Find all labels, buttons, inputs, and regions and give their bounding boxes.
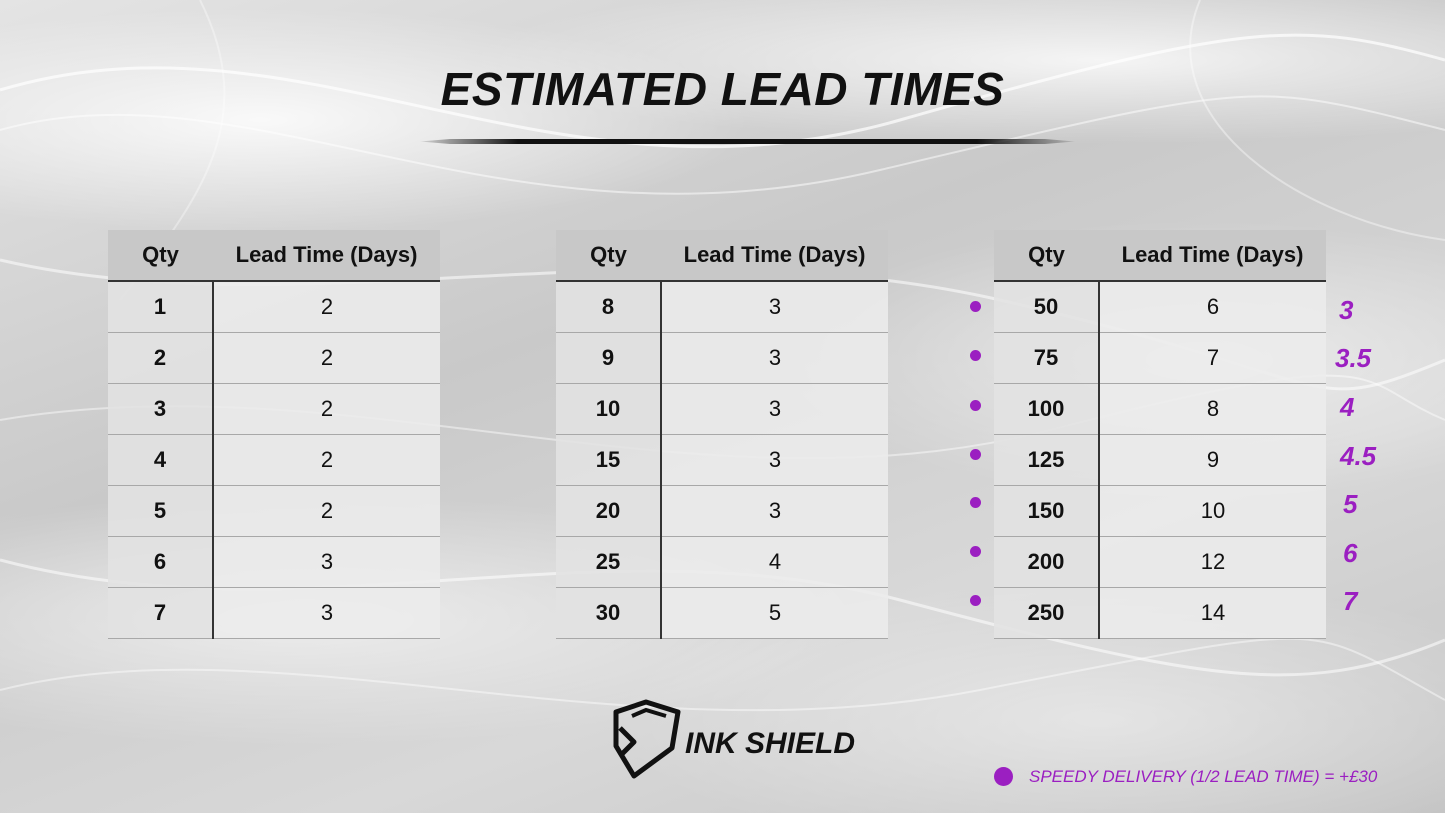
table-row: 25 4 <box>556 536 888 588</box>
qty-cell: 50 <box>994 281 1101 333</box>
speedy-lead-time: 3 <box>1339 295 1354 325</box>
title-divider <box>420 139 1075 144</box>
shield-icon <box>613 699 681 779</box>
speedy-bullet <box>970 301 981 312</box>
speedy-lead-time: 4.5 <box>1340 441 1377 471</box>
days-cell: 3 <box>661 281 888 333</box>
qty-cell: 5 <box>108 485 215 537</box>
table-row: 100 8 <box>994 383 1326 435</box>
lead-time-table-3: Qty Lead Time (Days) 50 6 75 7 100 8 125 9 1… <box>994 230 1326 639</box>
days-cell: 3 <box>661 485 888 537</box>
qty-cell: 100 <box>994 383 1101 435</box>
qty-cell: 7 <box>108 587 215 639</box>
speedy-delivery-legend: SPEEDY DELIVERY (1/2 LEAD TIME) = +£30 <box>1029 767 1378 786</box>
table-row: 50 6 <box>994 281 1326 333</box>
days-cell: 3 <box>661 434 888 486</box>
qty-cell: 30 <box>556 587 663 639</box>
qty-cell: 75 <box>994 332 1101 384</box>
lead-time-header: Lead Time (Days) <box>1099 230 1326 282</box>
qty-cell: 200 <box>994 536 1101 588</box>
days-cell: 7 <box>1099 332 1326 384</box>
days-cell: 9 <box>1099 434 1326 486</box>
table-row: 150 10 <box>994 485 1326 537</box>
speedy-bullet <box>970 595 981 606</box>
qty-header: Qty <box>556 230 662 282</box>
table-row: 200 12 <box>994 536 1326 588</box>
speedy-lead-time: 4 <box>1340 392 1355 422</box>
table-row: 75 7 <box>994 332 1326 384</box>
qty-cell: 150 <box>994 485 1101 537</box>
qty-header: Qty <box>108 230 214 282</box>
days-cell: 2 <box>213 434 440 486</box>
qty-header: Qty <box>994 230 1100 282</box>
days-cell: 12 <box>1099 536 1326 588</box>
days-cell: 14 <box>1099 587 1326 639</box>
qty-cell: 2 <box>108 332 215 384</box>
speedy-lead-time: 5 <box>1343 489 1358 519</box>
table-row: 20 3 <box>556 485 888 537</box>
speedy-lead-time: 7 <box>1343 586 1358 616</box>
days-cell: 5 <box>661 587 888 639</box>
speedy-bullet <box>970 400 981 411</box>
days-cell: 4 <box>661 536 888 588</box>
qty-cell: 1 <box>108 281 215 333</box>
days-cell: 10 <box>1099 485 1326 537</box>
qty-cell: 25 <box>556 536 663 588</box>
legend-bullet <box>994 767 1013 786</box>
qty-cell: 6 <box>108 536 215 588</box>
speedy-lead-time: 6 <box>1343 538 1358 568</box>
days-cell: 3 <box>661 383 888 435</box>
days-cell: 8 <box>1099 383 1326 435</box>
speedy-bullet <box>970 449 981 460</box>
table-row: 15 3 <box>556 434 888 486</box>
days-cell: 3 <box>661 332 888 384</box>
qty-cell: 125 <box>994 434 1101 486</box>
qty-cell: 9 <box>556 332 663 384</box>
table-row: 30 5 <box>556 587 888 639</box>
qty-cell: 4 <box>108 434 215 486</box>
qty-cell: 15 <box>556 434 663 486</box>
days-cell: 2 <box>213 485 440 537</box>
lead-time-header: Lead Time (Days) <box>213 230 440 282</box>
lead-time-header: Lead Time (Days) <box>661 230 888 282</box>
days-cell: 6 <box>1099 281 1326 333</box>
days-cell: 2 <box>213 383 440 435</box>
brand-logo-text: INK SHIELD <box>685 727 856 760</box>
qty-cell: 250 <box>994 587 1101 639</box>
qty-cell: 10 <box>556 383 663 435</box>
days-cell: 3 <box>213 536 440 588</box>
days-cell: 3 <box>213 587 440 639</box>
table-row: 125 9 <box>994 434 1326 486</box>
days-cell: 2 <box>213 281 440 333</box>
speedy-bullet <box>970 350 981 361</box>
table-row: 250 14 <box>994 587 1326 639</box>
speedy-bullet <box>970 497 981 508</box>
qty-cell: 3 <box>108 383 215 435</box>
page-title: ESTIMATED LEAD TIMES <box>440 63 1005 115</box>
qty-cell: 20 <box>556 485 663 537</box>
days-cell: 2 <box>213 332 440 384</box>
qty-cell: 8 <box>556 281 663 333</box>
speedy-lead-time: 3.5 <box>1335 343 1372 373</box>
table-row: 10 3 <box>556 383 888 435</box>
speedy-bullet <box>970 546 981 557</box>
